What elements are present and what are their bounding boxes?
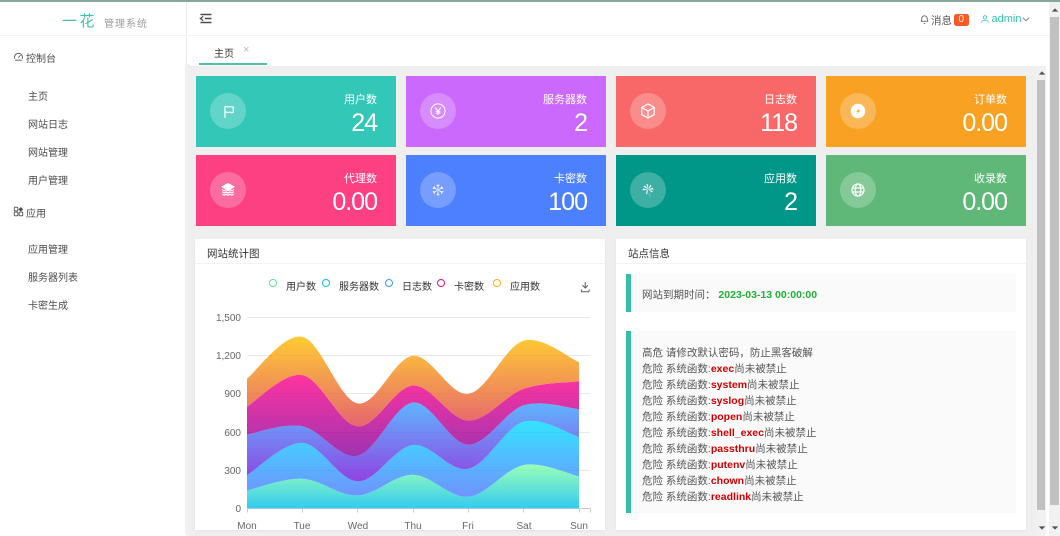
- svg-text:900: 900: [224, 389, 241, 400]
- svg-text:1,200: 1,200: [216, 351, 241, 362]
- svg-text:1,500: 1,500: [216, 313, 241, 324]
- svg-text:300: 300: [224, 466, 241, 477]
- svg-text:600: 600: [224, 428, 241, 439]
- svg-text:Sat: Sat: [516, 521, 531, 530]
- svg-text:Sun: Sun: [570, 521, 588, 530]
- svg-text:Fri: Fri: [462, 521, 474, 530]
- svg-text:0: 0: [235, 504, 241, 515]
- svg-text:Mon: Mon: [237, 521, 256, 530]
- svg-text:Wed: Wed: [348, 521, 368, 530]
- svg-text:Tue: Tue: [294, 521, 311, 530]
- svg-text:Thu: Thu: [404, 521, 421, 530]
